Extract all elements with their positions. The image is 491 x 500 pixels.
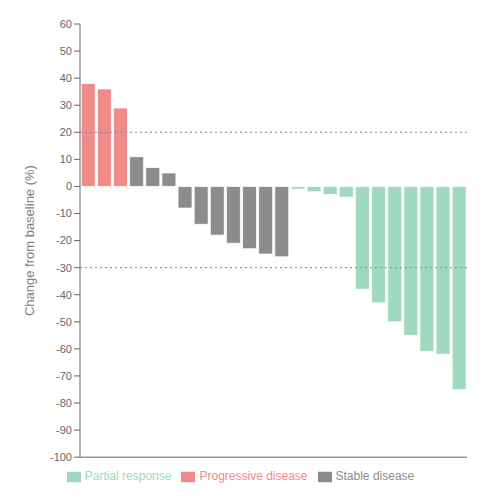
html-text:Progressive disease: Progressive disease (199, 469, 308, 484)
svg-text:-80: -80 (56, 397, 72, 409)
svg-text:-20: -20 (56, 234, 72, 246)
html-text:Partial response: Partial response (84, 469, 172, 484)
svg-text:0: 0 (66, 180, 72, 192)
svg-text:60: 60 (60, 18, 72, 30)
svg-text:30: 30 (60, 99, 72, 111)
svg-text:-100: -100 (50, 451, 72, 463)
svg-text:-10: -10 (56, 207, 72, 219)
svg-text:Change from baseline (%): Change from baseline (%) (22, 165, 37, 316)
svg-text:50: 50 (60, 45, 72, 57)
svg-text:-90: -90 (56, 424, 72, 436)
svg-text:-50: -50 (56, 316, 72, 328)
svg-text:-30: -30 (56, 262, 72, 274)
svg-text:20: 20 (60, 126, 72, 138)
svg-text:-70: -70 (56, 370, 72, 382)
svg-text:10: 10 (60, 153, 72, 165)
svg-text:-60: -60 (56, 343, 72, 355)
svg-text:-40: -40 (56, 289, 72, 301)
html-text:Stable disease: Stable disease (335, 469, 415, 484)
svg-text:40: 40 (60, 72, 72, 84)
